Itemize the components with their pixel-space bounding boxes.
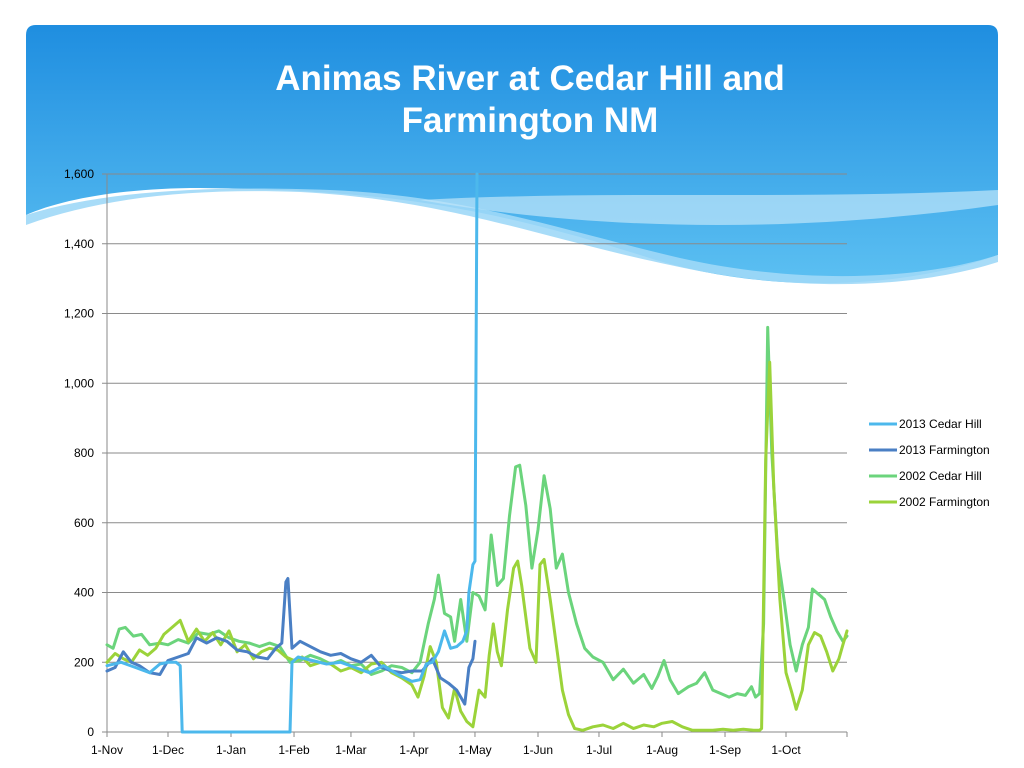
x-tick-label: 1-Jan bbox=[216, 743, 246, 757]
y-tick-label: 800 bbox=[74, 446, 94, 460]
x-tick-label: 1-Dec bbox=[152, 743, 184, 757]
y-axis-tick-labels: 0 200 400 600 800 1,000 1,200 1,400 1,600 bbox=[64, 167, 94, 739]
legend-label: 2002 Cedar Hill bbox=[899, 469, 982, 483]
slide-title: Animas River at Cedar Hill and Farmingto… bbox=[275, 59, 785, 140]
y-tick-label: 1,400 bbox=[64, 237, 94, 251]
x-tick-label: 1-May bbox=[458, 743, 491, 757]
series-line-2013-farmington bbox=[105, 577, 477, 706]
x-tick-label: 1-Sep bbox=[709, 743, 741, 757]
series-line-2002-cedar-hill bbox=[105, 325, 849, 699]
y-tick-label: 600 bbox=[74, 516, 94, 530]
series-lines bbox=[105, 172, 849, 734]
x-tick-label: 1-Mar bbox=[335, 743, 366, 757]
wave-strand bbox=[420, 190, 998, 225]
legend-label: 2013 Farmington bbox=[899, 443, 990, 457]
legend-label: 2002 Farmington bbox=[899, 495, 990, 509]
legend-label: 2013 Cedar Hill bbox=[899, 417, 982, 431]
series-line-2002-farmington bbox=[105, 360, 849, 732]
gridlines bbox=[107, 173, 847, 663]
y-tick-label: 200 bbox=[74, 655, 94, 669]
wave-light bbox=[26, 188, 998, 285]
y-tick-label: 0 bbox=[87, 725, 94, 739]
series-line-2013-cedar-hill bbox=[105, 172, 479, 734]
x-tick-label: 1-Aug bbox=[646, 743, 678, 757]
x-tick-label: 1-Oct bbox=[771, 743, 801, 757]
legend: 2013 Cedar Hill 2013 Farmington 2002 Cedar… bbox=[869, 417, 990, 509]
x-axis-tick-labels: 1-Nov 1-Dec 1-Jan 1-Feb 1-Mar 1-Apr 1-May 1-Jun… bbox=[91, 743, 801, 757]
x-tick-label: 1-Apr bbox=[399, 743, 428, 757]
x-tick-label: 1-Jul bbox=[586, 743, 612, 757]
x-tick-label: 1-Jun bbox=[523, 743, 553, 757]
y-tick-label: 1,000 bbox=[64, 376, 94, 390]
y-tick-label: 1,600 bbox=[64, 167, 94, 181]
x-tick-label: 1-Nov bbox=[91, 743, 123, 757]
x-tick-label: 1-Feb bbox=[278, 743, 310, 757]
y-tick-label: 400 bbox=[74, 586, 94, 600]
y-tick-label: 1,200 bbox=[64, 307, 94, 321]
